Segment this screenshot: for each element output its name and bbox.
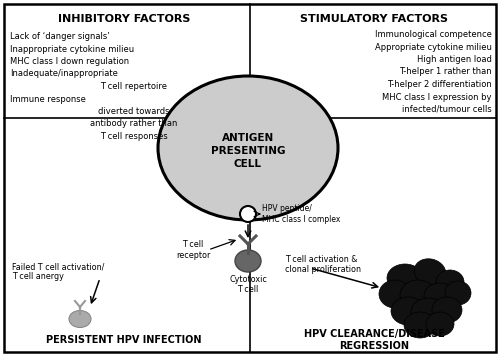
Text: T-helper 1 rather than: T-helper 1 rather than bbox=[400, 68, 492, 77]
Text: T cell
receptor: T cell receptor bbox=[176, 240, 210, 260]
Text: Appropriate cytokine milieu: Appropriate cytokine milieu bbox=[375, 42, 492, 52]
Ellipse shape bbox=[391, 297, 425, 325]
Text: Immunological competence: Immunological competence bbox=[375, 30, 492, 39]
Text: T cell responses: T cell responses bbox=[100, 132, 168, 141]
Ellipse shape bbox=[414, 259, 446, 285]
Ellipse shape bbox=[400, 280, 436, 310]
Ellipse shape bbox=[235, 250, 261, 272]
Text: CELL: CELL bbox=[234, 159, 262, 169]
Text: Inappropriate cytokine milieu: Inappropriate cytokine milieu bbox=[10, 44, 134, 53]
Text: STIMULATORY FACTORS: STIMULATORY FACTORS bbox=[300, 14, 448, 24]
Ellipse shape bbox=[426, 312, 454, 336]
Text: Failed T cell activation/
T cell anergy: Failed T cell activation/ T cell anergy bbox=[12, 262, 104, 281]
Text: PERSISTENT HPV INFECTION: PERSISTENT HPV INFECTION bbox=[46, 335, 202, 345]
Ellipse shape bbox=[404, 312, 436, 338]
Text: PRESENTING: PRESENTING bbox=[211, 146, 285, 156]
Ellipse shape bbox=[436, 270, 464, 294]
Text: diverted towards: diverted towards bbox=[98, 107, 170, 116]
Text: High antigen load: High antigen load bbox=[417, 55, 492, 64]
Ellipse shape bbox=[158, 76, 338, 220]
Ellipse shape bbox=[445, 281, 471, 305]
Text: T cell repertoire: T cell repertoire bbox=[100, 82, 168, 91]
Circle shape bbox=[240, 206, 256, 222]
Text: Immune response: Immune response bbox=[10, 94, 86, 104]
Text: T-helper 2 differentiation: T-helper 2 differentiation bbox=[387, 80, 492, 89]
Ellipse shape bbox=[379, 280, 411, 308]
Ellipse shape bbox=[69, 310, 91, 328]
Text: Lack of ‘danger signals’: Lack of ‘danger signals’ bbox=[10, 32, 110, 41]
Ellipse shape bbox=[411, 298, 445, 326]
Text: HPV peptide/
MHC class I complex: HPV peptide/ MHC class I complex bbox=[262, 204, 340, 224]
Text: HPV CLEARANCE/DISEASE
REGRESSION: HPV CLEARANCE/DISEASE REGRESSION bbox=[304, 329, 444, 351]
Text: MHC class I expression by: MHC class I expression by bbox=[382, 93, 492, 101]
Ellipse shape bbox=[387, 264, 423, 292]
Ellipse shape bbox=[424, 283, 456, 309]
Text: ANTIGEN: ANTIGEN bbox=[222, 133, 274, 143]
Text: T cell activation &
clonal proliferation: T cell activation & clonal proliferation bbox=[285, 255, 361, 274]
Text: MHC class I down regulation: MHC class I down regulation bbox=[10, 57, 129, 66]
Text: Inadequate/inappropriate: Inadequate/inappropriate bbox=[10, 69, 118, 79]
Text: INHIBITORY FACTORS: INHIBITORY FACTORS bbox=[58, 14, 190, 24]
Text: Cytotoxic
T cell: Cytotoxic T cell bbox=[229, 275, 267, 294]
Ellipse shape bbox=[432, 297, 462, 323]
Text: infected/tumour cells: infected/tumour cells bbox=[402, 105, 492, 114]
Text: antibody rather than: antibody rather than bbox=[90, 120, 178, 129]
